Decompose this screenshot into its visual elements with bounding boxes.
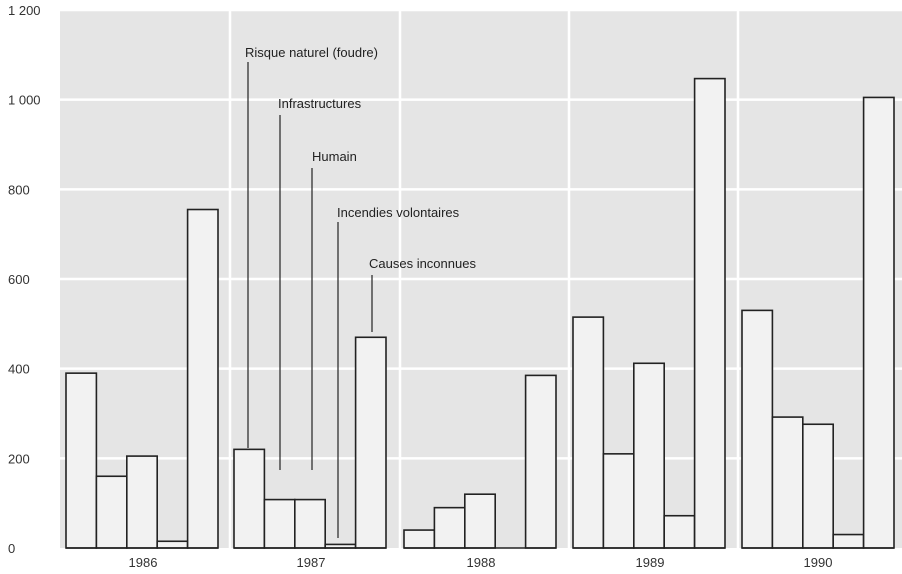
bar — [186, 208, 219, 549]
bar — [771, 416, 804, 549]
series-label: Humain — [312, 149, 357, 164]
series-label: Incendies volontaires — [337, 205, 460, 220]
bar — [693, 77, 726, 549]
y-tick-label: 600 — [8, 272, 30, 287]
bar — [801, 423, 834, 549]
x-axis-labels: 1986 1987 1988 1989 1990 — [129, 555, 833, 570]
series-label: Risque naturel (foudre) — [245, 45, 378, 60]
x-tick-label: 1990 — [804, 555, 833, 570]
x-tick-label: 1987 — [297, 555, 326, 570]
bar — [463, 493, 496, 549]
bar — [602, 453, 635, 549]
bar — [126, 455, 159, 549]
bar — [741, 309, 774, 549]
x-tick-label: 1989 — [636, 555, 665, 570]
bar — [433, 506, 466, 549]
bar — [632, 362, 665, 549]
y-tick-label: 200 — [8, 451, 30, 466]
y-tick-label: 0 — [8, 541, 15, 556]
bar — [263, 498, 296, 549]
y-tick-label: 400 — [8, 362, 30, 377]
bar — [65, 372, 98, 549]
bar — [156, 540, 189, 549]
y-tick-label: 800 — [8, 182, 30, 197]
y-tick-label: 1 000 — [8, 93, 41, 108]
bar — [663, 514, 696, 549]
bar — [95, 475, 128, 549]
series-label: Infrastructures — [278, 96, 362, 111]
bar — [403, 529, 436, 549]
bar — [354, 336, 387, 549]
bars — [65, 77, 895, 549]
bar — [862, 96, 895, 549]
bar — [832, 533, 865, 549]
bar — [233, 448, 266, 549]
y-axis-ticks: 0 200 400 600 800 1 000 1 200 — [8, 3, 41, 556]
bar — [524, 374, 557, 549]
x-tick-label: 1986 — [129, 555, 158, 570]
bar — [293, 498, 326, 549]
series-annotations: Risque naturel (foudre) Infrastructures Hu… — [245, 45, 476, 538]
x-tick-label: 1988 — [467, 555, 496, 570]
bar — [572, 316, 605, 549]
series-label: Causes inconnues — [369, 256, 476, 271]
y-tick-label: 1 200 — [8, 3, 41, 18]
